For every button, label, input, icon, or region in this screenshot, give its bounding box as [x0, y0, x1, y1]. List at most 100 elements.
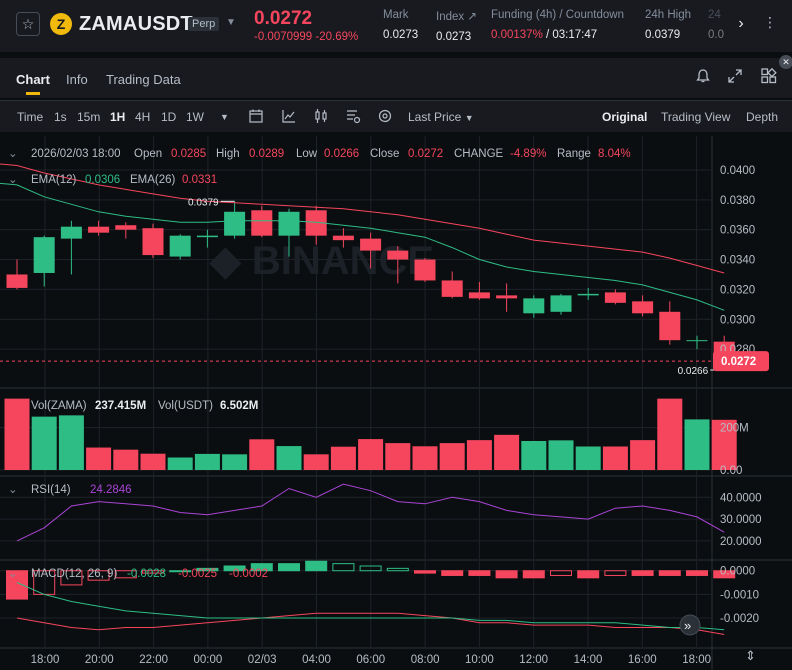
- candle-body: [387, 250, 409, 260]
- more-dots-icon[interactable]: ⋮: [763, 14, 777, 30]
- view-depth[interactable]: Depth: [746, 110, 779, 124]
- price-tick-label: 0.0380: [720, 195, 755, 207]
- watermark-logo: ◆ BINANCE: [209, 239, 434, 283]
- volume-bars: [4, 398, 737, 470]
- macd-histogram-bar: [577, 570, 600, 579]
- range-value: 8.04%: [598, 148, 631, 160]
- macd-histogram-bar: [414, 570, 436, 574]
- candle-body: [414, 259, 436, 281]
- volume-bar: [303, 454, 329, 470]
- price-change: -0.0070999 -20.69%: [254, 31, 358, 43]
- macd-caret[interactable]: ⌄: [8, 568, 18, 580]
- candle-type-icon[interactable]: [313, 108, 329, 124]
- candle-body: [278, 211, 300, 236]
- macd-histogram-bar: [359, 565, 382, 572]
- interval-dropdown-icon[interactable]: ▼: [220, 112, 229, 122]
- active-tab-indicator: [26, 92, 40, 95]
- stat-index[interactable]: Index ↗ 0.0273: [436, 9, 477, 43]
- macd-dif-value: -0.0028: [127, 568, 166, 580]
- indicator-settings-icon[interactable]: [345, 108, 361, 124]
- ema-caret[interactable]: ⌄: [8, 174, 18, 186]
- reset-scale-button[interactable]: ⇕: [745, 648, 756, 663]
- candle-body: [142, 228, 164, 256]
- symbol-name[interactable]: ZAMAUSDT: [79, 13, 193, 35]
- macd-histogram-bar: [332, 563, 355, 572]
- volume-bar: [358, 439, 384, 470]
- rsi-path: [16, 483, 725, 542]
- rsi-caret[interactable]: ⌄: [8, 484, 18, 496]
- volume-bar: [276, 446, 302, 470]
- volume-bar: [684, 419, 710, 470]
- price-chart[interactable]: ◆ BINANCE 18:00 20:00 22:00 00:00 02/03 04:00…: [0, 136, 792, 670]
- interval-15m[interactable]: 15m: [77, 110, 101, 124]
- candle-body: [604, 292, 626, 303]
- macd-label: MACD(12, 26, 9): [31, 568, 117, 580]
- view-trading-view[interactable]: Trading View: [661, 110, 731, 124]
- price-source-select[interactable]: Last Price ▼: [408, 110, 474, 124]
- chevron-down-icon[interactable]: ▼: [226, 17, 236, 28]
- close-icon[interactable]: ✕: [779, 55, 792, 69]
- line-chart-icon[interactable]: [281, 108, 297, 124]
- tab-chart[interactable]: Chart: [16, 72, 50, 87]
- macd-histogram-bar: [631, 570, 654, 576]
- stat-24h-high: 24h High 0.0379: [645, 9, 691, 41]
- interval-4h[interactable]: 4H: [135, 110, 151, 124]
- ema26-value: 0.0331: [182, 174, 217, 186]
- volume-bar: [602, 446, 628, 470]
- funding-rate: 0.00137%: [491, 29, 543, 41]
- volume-bar: [575, 446, 601, 470]
- ema26-label: EMA(26): [130, 174, 176, 186]
- stat-24h-low: 24 0.0: [708, 9, 724, 41]
- favorite-star-button[interactable]: ☆: [16, 12, 40, 36]
- tab-trading-data[interactable]: Trading Data: [106, 72, 181, 87]
- expand-icon[interactable]: [727, 68, 743, 84]
- ema-legend: ⌄ EMA(12) 0.0306 EMA(26) 0.0331: [8, 174, 217, 186]
- x-tick-label: 20:00: [85, 654, 114, 666]
- volume-bar: [113, 449, 139, 470]
- interval-1d[interactable]: 1D: [161, 110, 177, 124]
- x-tick-label: 18:00: [682, 654, 711, 666]
- layout-grid-icon[interactable]: [760, 67, 778, 85]
- volume-bar: [249, 439, 275, 470]
- stat-value: 0.0273: [383, 29, 419, 41]
- perp-badge: Perp: [188, 17, 220, 31]
- candle-body: [169, 235, 191, 257]
- scroll-right-button[interactable]: »: [679, 614, 701, 636]
- tab-info[interactable]: Info: [66, 72, 88, 87]
- bell-icon[interactable]: [695, 68, 711, 84]
- interval-1s[interactable]: 1s: [54, 110, 67, 124]
- price-change-pct: -20.69%: [315, 31, 359, 43]
- stat-mark: Mark 0.0273: [383, 9, 418, 41]
- star-icon: ☆: [21, 15, 35, 32]
- interval-time[interactable]: Time: [17, 110, 44, 124]
- macd-histogram-bar: [305, 560, 328, 572]
- macd-histogram-bar: [604, 570, 627, 576]
- candle-body: [550, 295, 572, 312]
- volume-bar: [412, 446, 438, 470]
- ema-lines: [0, 163, 725, 311]
- ema12-label: EMA(12): [31, 174, 77, 186]
- calendar-icon[interactable]: [248, 108, 264, 124]
- volume-bar: [194, 453, 220, 470]
- interval-1h[interactable]: 1H: [110, 110, 126, 124]
- candle-body: [496, 295, 518, 299]
- open-value: 0.0285: [171, 148, 206, 160]
- view-original[interactable]: Original: [602, 110, 648, 124]
- last-price: 0.0272: [254, 8, 313, 29]
- macd-histogram-bar: [250, 563, 273, 572]
- candle-body: [60, 226, 82, 239]
- volume-legend: Vol(ZAMA) 237.415M Vol(USDT) 6.502M: [31, 400, 258, 412]
- x-tick-label: 02/03: [248, 654, 277, 666]
- x-tick-label: 22:00: [139, 654, 168, 666]
- volume-tick-label: 200M: [720, 423, 749, 435]
- volume-bar: [466, 440, 492, 470]
- interval-1w[interactable]: 1W: [186, 110, 204, 124]
- chevron-right-icon[interactable]: ›: [727, 8, 755, 40]
- volume-bar: [4, 398, 30, 470]
- stat-label: 24h High: [645, 9, 692, 21]
- ohlc-caret[interactable]: ⌄: [8, 148, 18, 160]
- x-tick-label: 08:00: [411, 654, 440, 666]
- current-price-label: 0.0272: [721, 356, 756, 368]
- settings-gear-icon[interactable]: [377, 108, 393, 124]
- candle-body: [659, 311, 681, 341]
